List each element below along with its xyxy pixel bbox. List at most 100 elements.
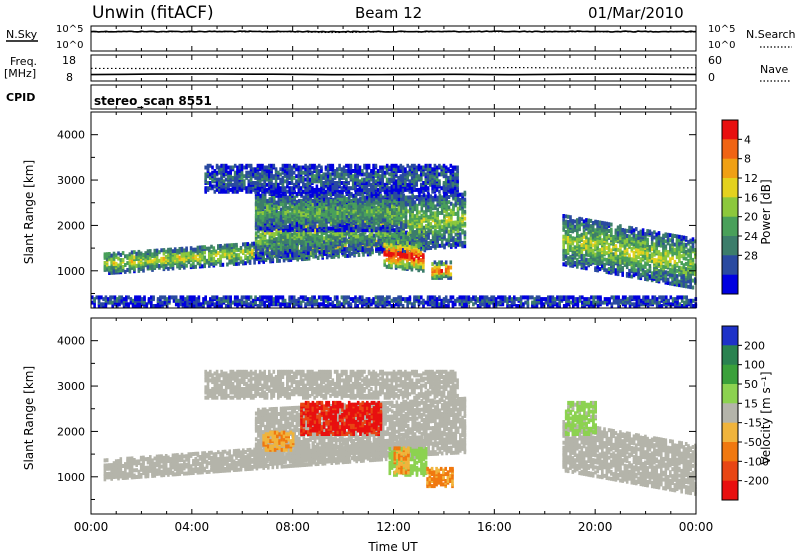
scatter-cell (384, 198, 387, 203)
scatter-cell (438, 193, 442, 198)
scatter-cell (110, 257, 113, 262)
scatter-cell (300, 240, 303, 245)
scatter-cell (585, 231, 588, 236)
scatter-cell (266, 214, 269, 219)
scatter-cell (381, 198, 385, 203)
scatter-cell (192, 247, 195, 252)
scatter-cell (445, 219, 448, 224)
scatter-cell (399, 240, 402, 245)
scatter-cell (379, 247, 383, 251)
scatter-cell (278, 258, 281, 263)
scatter-cell (657, 241, 661, 246)
scatter-cell (582, 240, 586, 245)
scatter-cell (402, 205, 405, 210)
frequency-panel: Freq. [MHz] 18 8 60 0 Nave (4, 54, 790, 84)
scatter-cell (445, 229, 448, 234)
scatter-cell (427, 192, 430, 197)
scatter-cell (363, 235, 367, 240)
scatter-cell (422, 237, 426, 242)
scatter-cell (610, 227, 613, 232)
scatter-cell (587, 230, 590, 235)
scatter-cell (440, 204, 444, 208)
scatter-cell (261, 200, 265, 205)
scatter-cell (601, 226, 604, 231)
scatter-cell (401, 252, 405, 257)
scatter-cell (378, 244, 381, 249)
scatter-cell (461, 209, 464, 214)
scatter-cell (318, 200, 321, 205)
scatter-cell (327, 246, 331, 251)
scatter-cell (408, 255, 411, 260)
scatter-cell (445, 207, 448, 212)
scatter-cell (406, 241, 409, 246)
scatter-cell (403, 240, 407, 245)
scatter-cell (456, 192, 460, 197)
scatter-cell (354, 190, 358, 195)
scatter-cell (354, 231, 358, 236)
scatter-cell (628, 268, 631, 273)
scatter-cell (463, 235, 467, 240)
scatter-cell (434, 194, 437, 199)
scatter-cell (415, 210, 419, 215)
scatter-cell (603, 262, 606, 267)
scatter-cell (336, 207, 340, 212)
scatter-cell (403, 263, 407, 268)
scatter-cell (279, 243, 283, 248)
scatter-cell (381, 195, 385, 200)
scatter-cell (573, 250, 577, 255)
scatter-cell (562, 214, 565, 218)
scatter-cell (341, 190, 344, 195)
scatter-cell (282, 212, 285, 217)
scatter-cell (434, 240, 437, 245)
scatter-cell (307, 204, 310, 209)
scatter-cell (301, 238, 304, 243)
scatter-cell (576, 240, 579, 245)
scatter-cell (275, 249, 278, 254)
scatter-cell (235, 256, 238, 261)
scatter-cell (325, 255, 329, 260)
scatter-cell (422, 210, 426, 215)
scatter-cell (664, 270, 668, 275)
scatter-cell (228, 246, 231, 251)
scatter-cell (151, 259, 154, 264)
scatter-cell (582, 259, 586, 263)
scatter-cell (578, 244, 581, 249)
scatter-cell (273, 232, 276, 237)
scatter-cell (198, 245, 202, 250)
scatter-cell (345, 223, 349, 228)
scatter-cell (282, 209, 285, 214)
scatter-cell (607, 234, 611, 239)
scatter-cell (313, 243, 317, 248)
scatter-cell (277, 211, 281, 215)
scatter-cell (409, 242, 412, 246)
scatter-cell (664, 277, 668, 282)
scatter-cell (273, 190, 276, 195)
scatter-cell (582, 243, 586, 248)
scatter-cell (417, 249, 420, 254)
scatter-cell (352, 246, 355, 251)
scatter-cell (352, 226, 355, 231)
scatter-cell (582, 231, 586, 236)
scatter-cell (302, 232, 306, 237)
scatter-cell (363, 198, 367, 203)
scatter-cell (409, 233, 413, 238)
scatter-cell (164, 249, 168, 254)
scatter-cell (112, 255, 116, 260)
scatter-cell (569, 258, 572, 263)
scatter-cell (384, 246, 387, 251)
scatter-cell (596, 252, 599, 257)
scatter-cell (242, 249, 245, 254)
scatter-cell (417, 268, 420, 273)
scatter-cell (300, 192, 303, 196)
scatter-cell (450, 238, 453, 242)
scatter-cell (359, 219, 362, 224)
scatter-cell (601, 253, 604, 258)
scatter-cell (635, 268, 638, 273)
scatter-cell (616, 258, 620, 263)
scatter-cell (329, 226, 333, 231)
scatter-cell (286, 224, 290, 229)
scatter-cell (212, 246, 216, 251)
scatter-cell (257, 260, 261, 265)
scatter-cell (135, 263, 138, 268)
scatter-cell (363, 212, 367, 217)
